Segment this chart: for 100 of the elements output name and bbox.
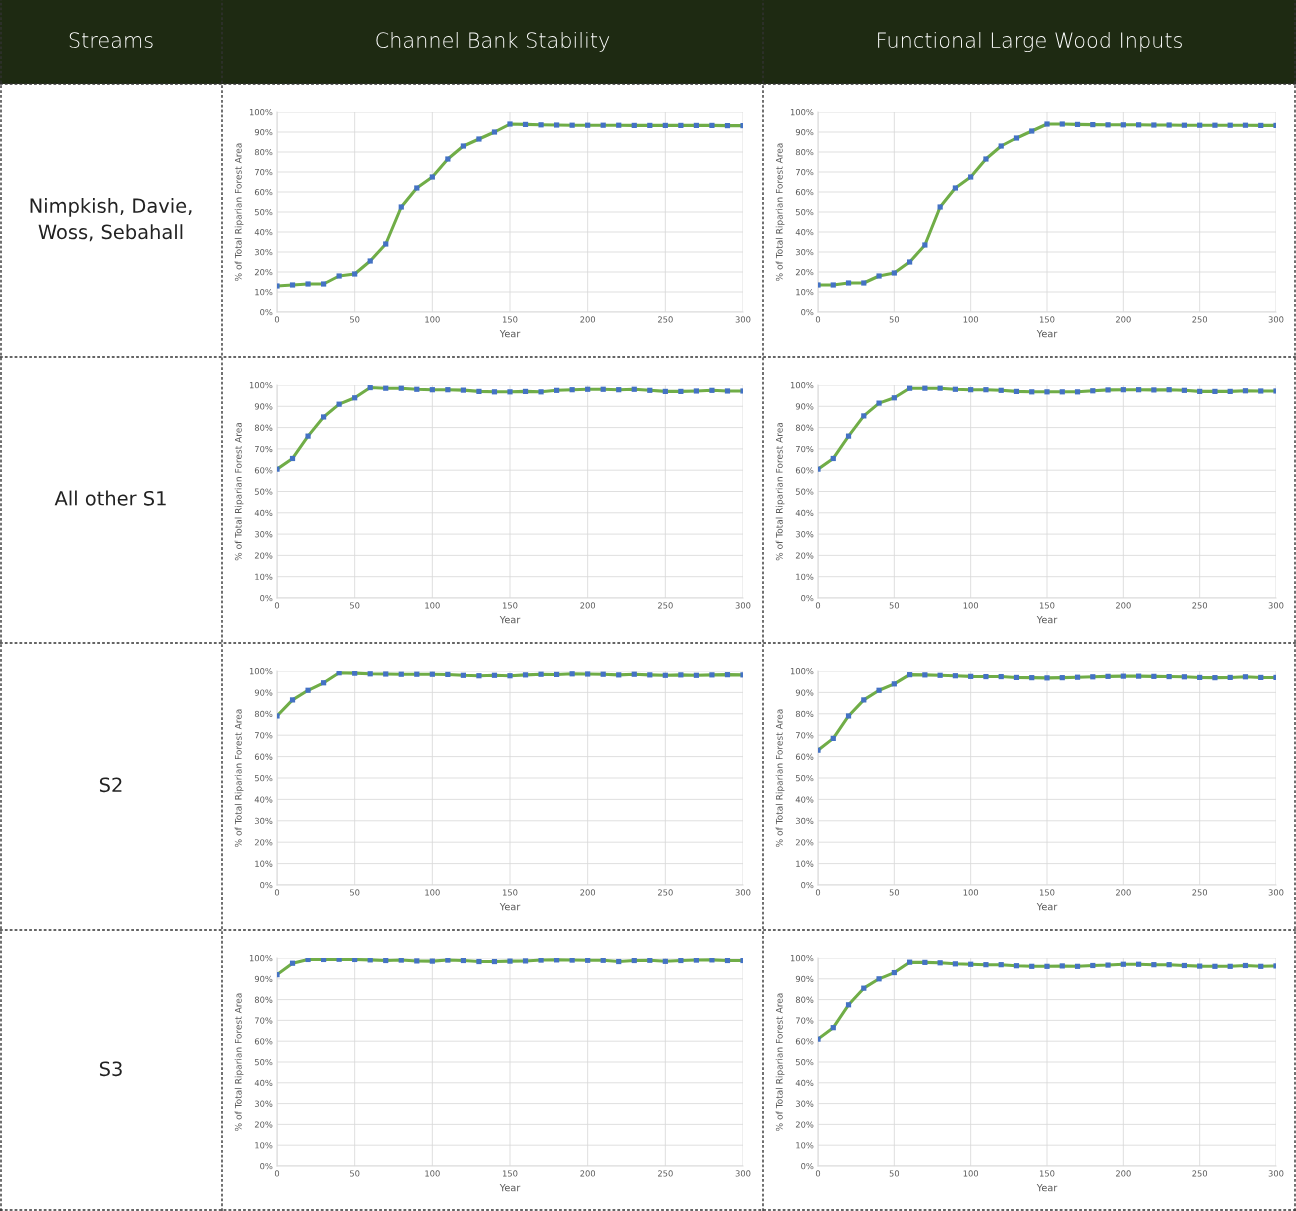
- point: [1258, 963, 1264, 969]
- y-tick-label: 20%: [254, 268, 273, 276]
- point: [907, 959, 913, 965]
- point: [1181, 387, 1187, 393]
- y-tick-label: 20%: [254, 839, 273, 846]
- y-tick-label: 70%: [795, 445, 814, 453]
- point: [336, 671, 342, 676]
- point: [845, 433, 852, 439]
- x-tick-label: 150: [502, 1170, 518, 1177]
- point: [1151, 122, 1157, 128]
- y-tick-label: 90%: [254, 689, 273, 696]
- point: [1212, 122, 1218, 128]
- point: [1059, 675, 1065, 681]
- point: [1029, 128, 1035, 134]
- x-tick-label: 250: [1192, 316, 1208, 323]
- point: [1029, 963, 1035, 969]
- point: [445, 156, 451, 162]
- point: [1212, 388, 1218, 394]
- point: [600, 386, 606, 392]
- point: [1242, 388, 1249, 394]
- point: [830, 735, 836, 742]
- text: S3: [99, 1061, 122, 1077]
- x-tick-label: 200: [580, 889, 596, 896]
- point: [569, 122, 575, 128]
- point: [429, 671, 435, 677]
- y-tick-label: 100%: [790, 954, 814, 962]
- y-tick-label: 10%: [255, 573, 273, 580]
- x-tick-label: 100: [425, 1170, 440, 1177]
- point: [491, 129, 498, 135]
- y-tick-label: 0%: [260, 1162, 273, 1170]
- x-tick-label: 200: [1115, 602, 1131, 609]
- point: [891, 681, 897, 687]
- point: [1242, 962, 1249, 969]
- y-axis-title: % of Total Riparian Forest Area: [775, 993, 785, 1131]
- point: [983, 156, 989, 162]
- point: [507, 121, 513, 127]
- text: Channel Bank Stability: [376, 31, 610, 52]
- point: [1242, 122, 1249, 128]
- y-tick-label: 20%: [254, 1121, 273, 1128]
- x-tick-label: 250: [1192, 889, 1208, 896]
- y-tick-label: 80%: [254, 710, 273, 718]
- y-tick-label: 40%: [795, 1079, 814, 1087]
- y-tick-label: 100%: [790, 381, 814, 389]
- x-tick-label: 250: [657, 602, 673, 609]
- x-tick-label: 300: [735, 316, 751, 323]
- point: [305, 687, 311, 693]
- point: [693, 122, 699, 128]
- point: [724, 388, 731, 394]
- text: S2: [99, 777, 122, 793]
- point: [998, 387, 1004, 393]
- x-axis-title: Year: [1036, 1184, 1058, 1192]
- y-tick-label: 90%: [795, 403, 814, 410]
- point: [414, 671, 420, 677]
- y-tick-label: 50%: [254, 488, 273, 495]
- point: [631, 671, 637, 677]
- point: [1074, 121, 1081, 127]
- point: [647, 122, 653, 128]
- point: [983, 673, 989, 680]
- point: [1044, 675, 1050, 681]
- point: [861, 280, 867, 286]
- point: [1074, 963, 1081, 969]
- point: [952, 961, 958, 967]
- point: [907, 672, 913, 678]
- y-tick-label: 90%: [795, 128, 814, 136]
- point: [398, 671, 404, 677]
- x-tick-label: 0: [815, 602, 821, 609]
- x-tick-label: 50: [350, 1170, 360, 1177]
- point: [709, 672, 715, 678]
- point: [538, 671, 544, 677]
- x-tick-label: 0: [815, 889, 821, 896]
- x-tick-label: 300: [1268, 316, 1284, 323]
- x-tick-label: 300: [1268, 1170, 1284, 1177]
- point: [724, 123, 731, 129]
- x-tick-label: 150: [502, 889, 518, 896]
- y-tick-label: 60%: [254, 753, 273, 760]
- point: [1105, 962, 1111, 968]
- point: [1090, 388, 1096, 394]
- y-tick-label: 30%: [795, 817, 814, 825]
- x-tick-label: 150: [502, 602, 518, 609]
- text: Functional Large Wood Inputs: [878, 31, 1182, 53]
- point: [876, 400, 882, 406]
- point: [678, 672, 684, 678]
- point: [662, 672, 668, 678]
- point: [1197, 122, 1203, 128]
- y-tick-label: 70%: [795, 168, 814, 176]
- y-tick-label: 60%: [795, 467, 814, 474]
- point: [1044, 389, 1050, 395]
- point: [1090, 674, 1096, 680]
- x-tick-label: 150: [1039, 1170, 1055, 1177]
- x-tick-label: 250: [1192, 602, 1208, 609]
- y-tick-label: 10%: [255, 288, 273, 296]
- y-tick-label: 40%: [254, 228, 273, 236]
- point: [937, 385, 943, 391]
- x-tick-label: 200: [1115, 316, 1131, 323]
- point: [693, 672, 699, 678]
- x-tick-label: 100: [425, 602, 440, 609]
- point: [1227, 963, 1233, 969]
- x-tick-label: 300: [735, 602, 751, 609]
- point: [289, 282, 296, 288]
- x-tick-label: 50: [350, 602, 360, 609]
